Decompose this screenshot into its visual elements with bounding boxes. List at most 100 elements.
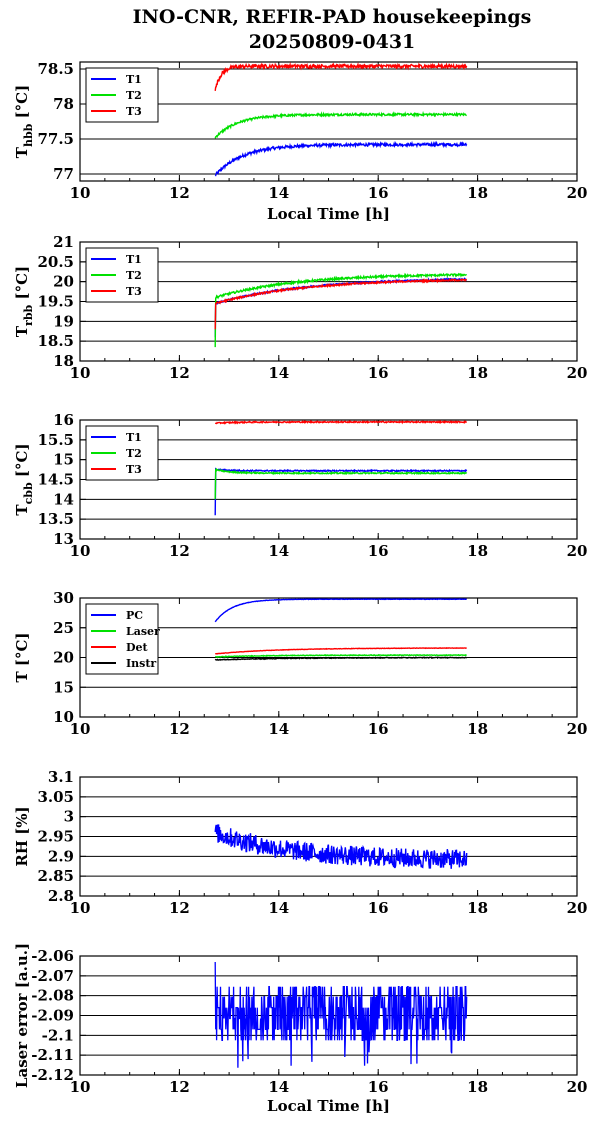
x-tick-label: 16 — [368, 1078, 389, 1096]
y-tick-label: 18 — [53, 352, 74, 370]
y-axis-label: T [°C] — [13, 632, 31, 682]
x-tick-label: 16 — [368, 899, 389, 917]
x-tick-label: 12 — [169, 899, 190, 917]
y-tick-label: -2.11 — [31, 1046, 74, 1064]
y-tick-label: 3.1 — [48, 768, 74, 786]
series-line-t3 — [214, 419, 467, 425]
series-line-data — [214, 961, 468, 1068]
series-line-det — [215, 647, 467, 655]
y-tick-label: 19 — [53, 312, 74, 330]
x-tick-label: 10 — [70, 184, 91, 202]
x-tick-label: 10 — [70, 364, 91, 382]
legend-label: T3 — [126, 463, 142, 476]
series-line-t2 — [214, 467, 468, 500]
figure-title-line2: 20250809-0431 — [249, 31, 416, 53]
y-tick-label: 3.05 — [37, 788, 74, 806]
y-tick-label: -2.06 — [31, 947, 74, 965]
y-tick-label: -2.08 — [31, 987, 74, 1005]
y-tick-label: 25 — [53, 619, 74, 637]
x-tick-label: 16 — [368, 542, 389, 560]
x-tick-label: 20 — [567, 720, 588, 738]
y-tick-label: 10 — [53, 708, 74, 726]
legend-label: T2 — [126, 269, 142, 282]
y-tick-label: 15 — [53, 678, 74, 696]
y-axis-label: RH [%] — [13, 806, 31, 866]
y-tick-label: 20 — [53, 273, 74, 291]
x-tick-label: 20 — [567, 184, 588, 202]
x-tick-label: 20 — [567, 899, 588, 917]
y-axis-label: Trbb [°C] — [13, 266, 35, 337]
legend-label: T3 — [126, 105, 142, 118]
x-axis-label: Local Time [h] — [267, 1097, 390, 1115]
y-axis-label: Thbb [°C] — [13, 85, 35, 158]
legend: T1 T2 T3 — [85, 247, 159, 303]
x-tick-label: 16 — [368, 184, 389, 202]
x-tick-label: 14 — [268, 720, 289, 738]
y-tick-label: 15 — [53, 451, 74, 469]
x-tick-label: 14 — [268, 1078, 289, 1096]
legend-label: Instr — [126, 657, 156, 670]
x-tick-label: 10 — [70, 899, 91, 917]
y-tick-label: 2.95 — [37, 828, 74, 846]
y-tick-label: 3 — [64, 808, 74, 826]
legend: PC Laser Det Instr — [85, 603, 160, 675]
x-tick-label: 20 — [567, 1078, 588, 1096]
plot-frame — [79, 955, 578, 1076]
y-tick-label: 14.5 — [37, 471, 74, 489]
series-line-t2 — [214, 272, 467, 348]
series-line-data — [214, 824, 468, 869]
legend-label: T1 — [126, 253, 142, 266]
x-tick-label: 20 — [567, 542, 588, 560]
x-tick-label: 14 — [268, 542, 289, 560]
series-line-t3 — [214, 62, 468, 91]
y-axis-label: Tcbb [°C] — [13, 443, 35, 515]
series-line-instr — [214, 656, 467, 661]
plot-frame — [79, 61, 578, 182]
y-tick-label: 15.5 — [37, 431, 74, 449]
y-tick-label: 13.5 — [37, 510, 74, 528]
series-line-laser — [215, 653, 467, 658]
legend-label: T2 — [126, 447, 142, 460]
y-tick-label: -2.09 — [31, 1007, 74, 1025]
y-tick-label: 77 — [53, 165, 74, 183]
legend-box — [85, 425, 159, 481]
x-tick-label: 10 — [70, 720, 91, 738]
y-tick-label: 78 — [53, 95, 74, 113]
x-tick-label: 14 — [268, 364, 289, 382]
x-tick-label: 18 — [467, 899, 488, 917]
legend: T1 T2 T3 — [85, 425, 159, 481]
x-tick-label: 12 — [169, 184, 190, 202]
x-tick-label: 16 — [368, 720, 389, 738]
y-tick-label: 19.5 — [37, 293, 74, 311]
y-tick-label: 2.85 — [37, 867, 74, 885]
y-tick-label: 20 — [53, 649, 74, 667]
x-tick-label: 12 — [169, 542, 190, 560]
y-tick-label: 77.5 — [37, 130, 74, 148]
y-tick-label: 30 — [53, 589, 74, 607]
y-tick-label: 2.8 — [48, 887, 74, 905]
legend-label: PC — [126, 609, 143, 622]
x-tick-label: 18 — [467, 1078, 488, 1096]
y-tick-label: 21 — [53, 233, 74, 251]
x-tick-label: 14 — [268, 184, 289, 202]
figure-title-line1: INO-CNR, REFIR-PAD housekeepings — [133, 6, 532, 28]
x-tick-label: 18 — [467, 184, 488, 202]
y-tick-label: 20.5 — [37, 253, 74, 271]
x-tick-label: 12 — [169, 364, 190, 382]
chart-panel-5: 2.8 2.85 2.92.95 3 3.05 3.1 10 12 14 16 18 20 RH [%] — [13, 768, 587, 917]
series-line-pc — [214, 598, 467, 623]
series-line-t3 — [214, 277, 467, 330]
y-tick-label: 16 — [53, 411, 74, 429]
x-tick-label: 14 — [268, 899, 289, 917]
x-tick-label: 18 — [467, 364, 488, 382]
plot-frame — [79, 597, 578, 718]
legend: T1 T2 T3 — [85, 67, 159, 123]
legend-label: Laser — [126, 625, 160, 638]
x-tick-label: 10 — [70, 542, 91, 560]
y-tick-label: 78.5 — [37, 60, 74, 78]
y-tick-label: -2.1 — [42, 1026, 74, 1044]
series-line-t2 — [214, 110, 467, 139]
legend-label: T2 — [126, 89, 142, 102]
